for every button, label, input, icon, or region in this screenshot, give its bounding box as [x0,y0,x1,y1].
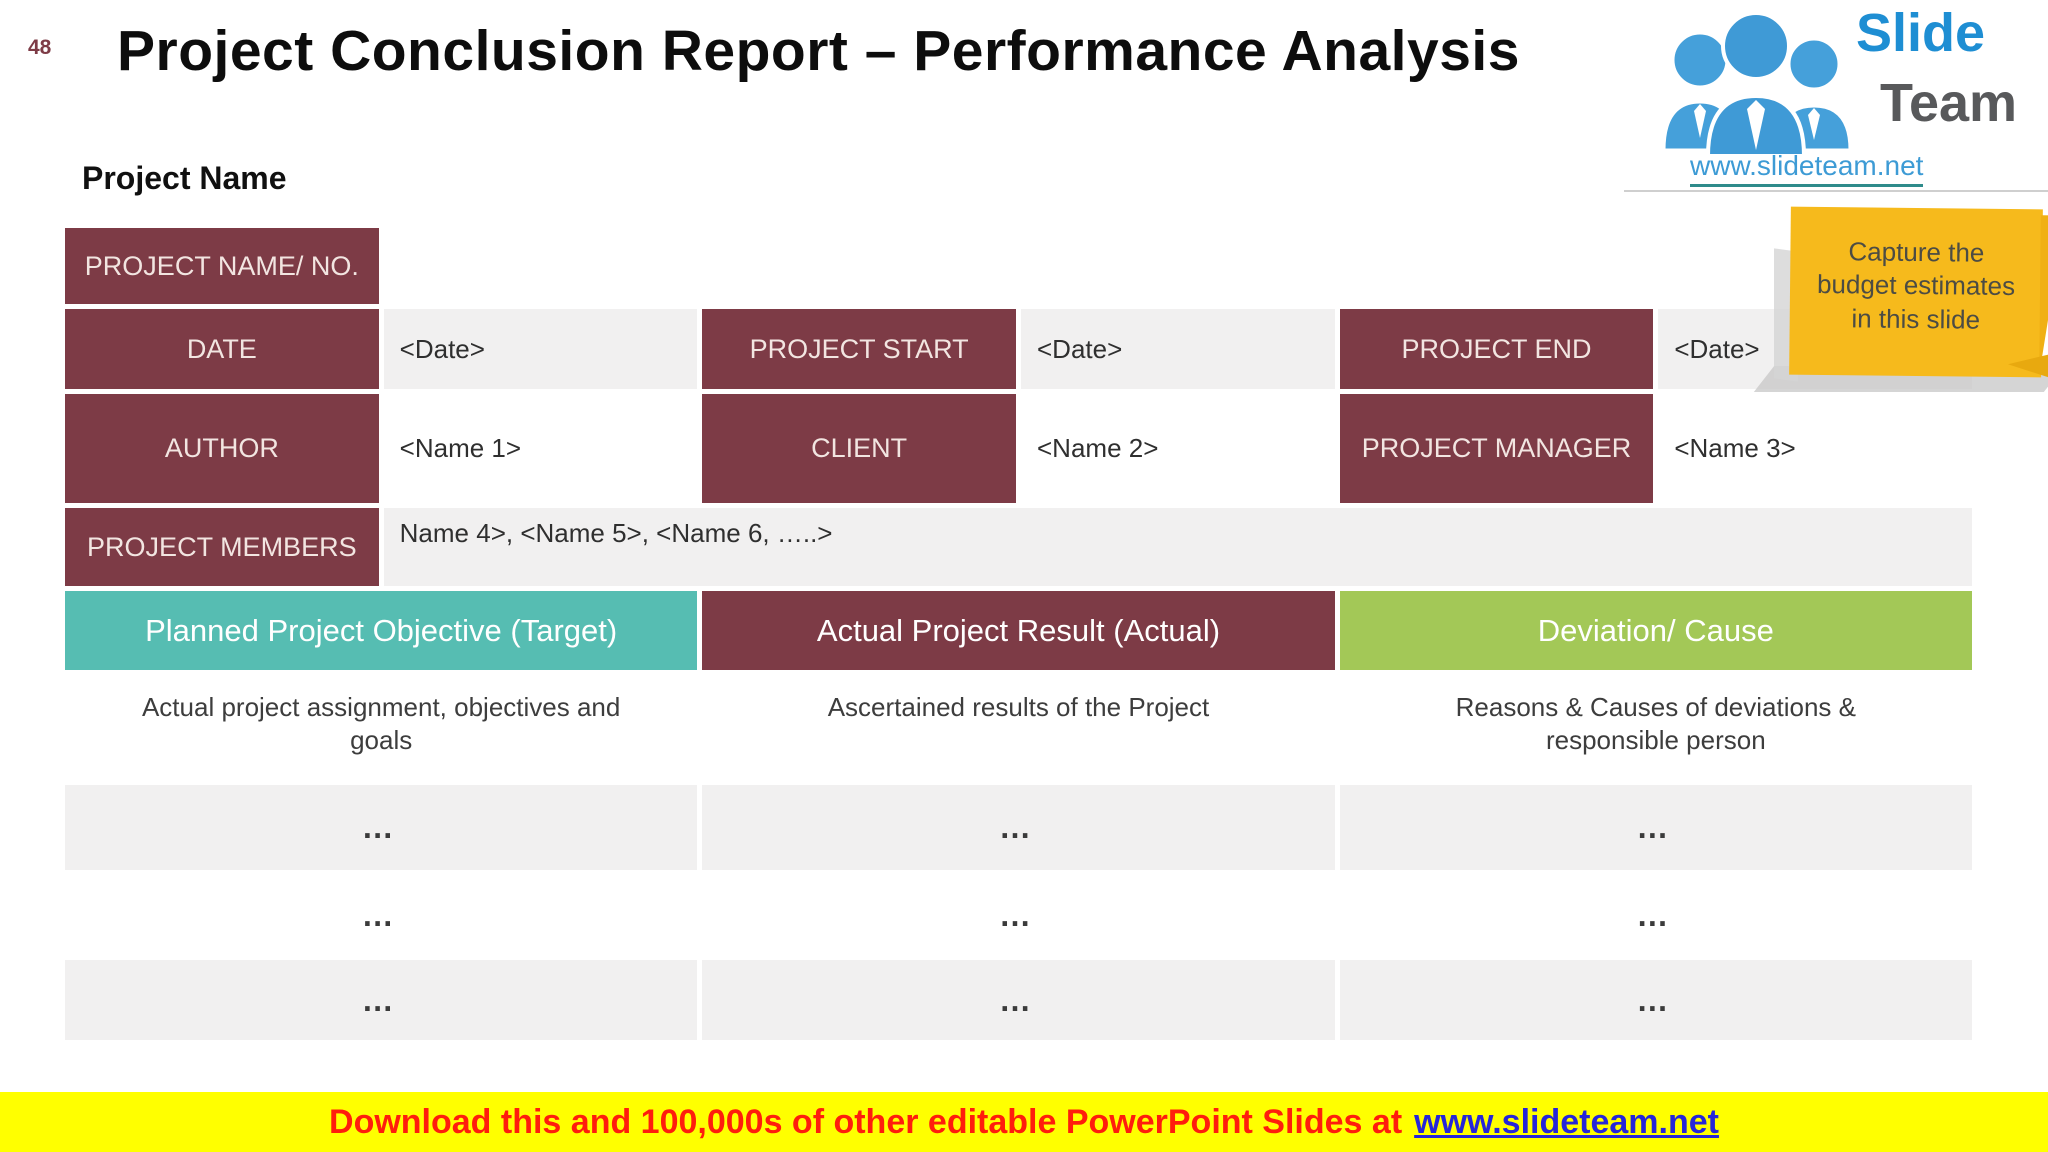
cell-project-name-value [383,228,1972,304]
people-icon [1662,11,1852,158]
header-deviation-cause: Deviation/ Cause [1339,591,1972,670]
placeholder-cell: … [65,875,698,955]
project-report-table: PROJECT NAME/ NO. DATE <Date> PROJECT ST… [65,228,1972,1040]
desc-deviation-cause: Reasons & Causes of deviations & respons… [1339,675,1972,780]
cell-date-value: <Date> [383,309,698,389]
header-planned-objective: Planned Project Objective (Target) [65,591,698,670]
desc-planned-objective: Actual project assignment, objectives an… [65,675,698,780]
cell-project-end-label: PROJECT END [1339,309,1654,389]
placeholder-cell: … [65,785,698,870]
cell-members-value: Name 4>, <Name 5>, <Name 6, …..> [383,508,1972,586]
placeholder-cell: … [65,960,698,1040]
placeholder-cell: … [702,875,1335,955]
project-name-heading: Project Name [82,160,287,196]
cell-author-value: <Name 1> [383,394,698,503]
banner-link[interactable]: www.slideteam.net [1414,1102,1719,1141]
cell-project-name-label: PROJECT NAME/ NO. [65,228,379,304]
sticky-note: Capture the budget estimates in this sli… [1789,206,2043,378]
slide-title: Project Conclusion Report – Performance … [117,19,1520,83]
cell-project-start-label: PROJECT START [702,309,1016,389]
logo-divider-line [1624,190,2048,192]
logo-url-link[interactable]: www.slideteam.net [1690,150,1924,187]
placeholder-cell: … [1339,960,1972,1040]
banner-text: Download this and 100,000s of other edit… [329,1102,1403,1141]
download-banner: Download this and 100,000s of other edit… [0,1092,2048,1152]
sticky-note-text: Capture the budget estimates in this sli… [1816,236,2016,335]
cell-project-manager-value: <Name 3> [1658,394,1972,503]
placeholder-cell: … [702,960,1335,1040]
cell-client-label: CLIENT [702,394,1016,503]
cell-client-value: <Name 2> [1020,394,1335,503]
placeholder-cell: … [1339,875,1972,955]
desc-actual-result: Ascertained results of the Project [702,675,1335,780]
page-number: 48 [28,36,52,59]
placeholder-cell: … [1339,785,1972,870]
logo-brand-team: Team [1880,73,2018,133]
cell-author-label: AUTHOR [65,394,379,503]
cell-project-manager-label: PROJECT MANAGER [1339,394,1654,503]
cell-project-start-value: <Date> [1020,309,1335,389]
placeholder-cell: … [702,785,1335,870]
header-actual-result: Actual Project Result (Actual) [702,591,1335,670]
cell-members-label: PROJECT MEMBERS [65,508,379,586]
logo-brand-slide: Slide [1856,3,1986,63]
slideteam-logo: Slide Team www.slideteam.net [1624,0,2048,196]
cell-date-label: DATE [65,309,379,389]
